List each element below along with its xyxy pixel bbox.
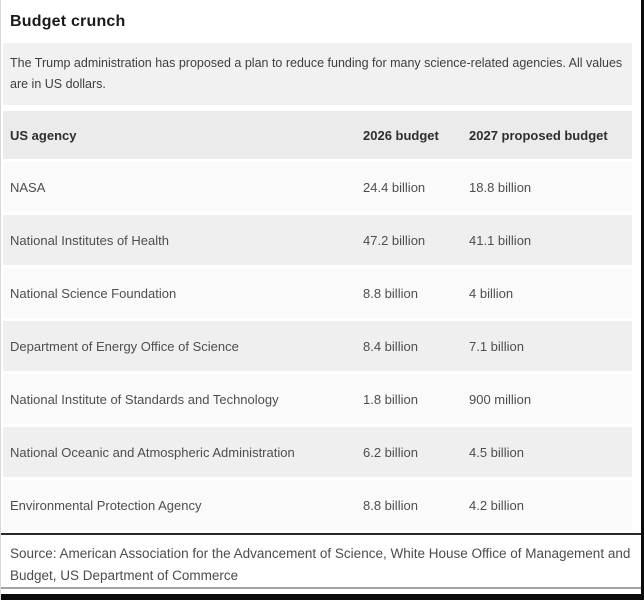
chart-description: The Trump administration has proposed a … [3, 43, 632, 105]
column-header-2026-budget: 2026 budget [363, 127, 439, 143]
table-row-epa: Environmental Protection Agency 8.8 bill… [3, 480, 632, 530]
budget-2026-cell: 8.4 billion [363, 338, 418, 354]
budget-table: US agency 2026 budget 2027 proposed budg… [3, 111, 632, 530]
budget-2026-cell: 47.2 billion [363, 232, 426, 248]
table-row-noaa: National Oceanic and Atmospheric Adminis… [3, 427, 632, 477]
budget-2027-cell: 4.2 billion [469, 497, 524, 513]
agency-cell: Environmental Protection Agency [10, 497, 202, 513]
agency-cell: National Institute of Standards and Tech… [10, 391, 279, 407]
budget-2026-cell: 8.8 billion [363, 285, 418, 301]
table-row-doe-science: Department of Energy Office of Science 8… [3, 321, 632, 371]
agency-cell: National Science Foundation [10, 285, 177, 301]
table-header-row: US agency 2026 budget 2027 proposed budg… [3, 111, 632, 159]
budget-2026-cell: 6.2 billion [363, 444, 418, 460]
table-row-nist: National Institute of Standards and Tech… [3, 374, 632, 424]
budget-2026-cell: 8.8 billion [363, 497, 418, 513]
agency-cell: NASA [10, 179, 46, 195]
budget-2027-cell: 7.1 billion [469, 338, 524, 354]
table-footer-divider: Source: American Association for the Adv… [1, 533, 642, 587]
agency-cell: National Oceanic and Atmospheric Adminis… [10, 444, 295, 460]
budget-2027-cell: 900 million [469, 391, 532, 407]
budget-2027-cell: 41.1 billion [469, 232, 532, 248]
budget-2027-cell: 4 billion [469, 285, 514, 301]
source-attribution: Source: American Association for the Adv… [10, 546, 631, 583]
agency-cell: Department of Energy Office of Science [10, 338, 239, 354]
column-header-agency: US agency [10, 127, 77, 143]
table-row-nasa: NASA 24.4 billion 18.8 billion [3, 162, 632, 212]
column-header-2027-proposed-budget: 2027 proposed budget [469, 127, 608, 143]
chart-title: Budget crunch [10, 13, 126, 30]
agency-cell: National Institutes of Health [10, 232, 169, 248]
table-row-nsf: National Science Foundation 8.8 billion … [3, 268, 632, 318]
frame-bottom-border [1, 594, 644, 600]
budget-2026-cell: 24.4 billion [363, 179, 426, 195]
horizontal-rule [1, 587, 644, 589]
budget-2027-cell: 4.5 billion [469, 444, 524, 460]
table-row-nih: National Institutes of Health 47.2 billi… [3, 215, 632, 265]
frame-right-border [641, 0, 644, 600]
budget-2026-cell: 1.8 billion [363, 391, 418, 407]
budget-2027-cell: 18.8 billion [469, 179, 532, 195]
